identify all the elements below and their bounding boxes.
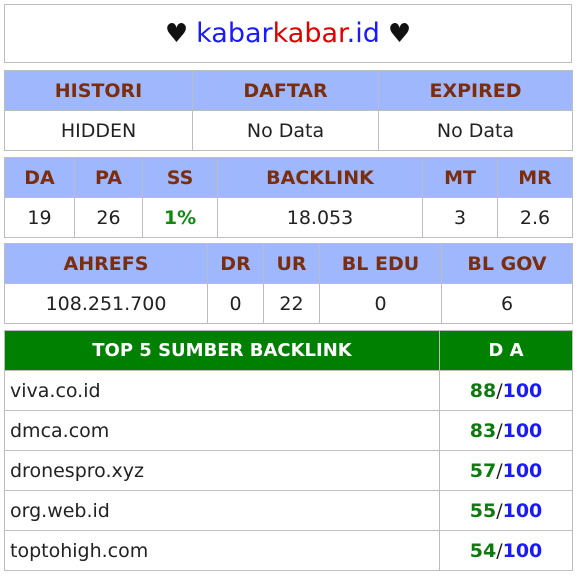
da-separator: / (496, 539, 503, 562)
top-backlinks-table: TOP 5 SUMBER BACKLINK D A viva.co.id 88/… (4, 330, 573, 571)
value-da: 19 (4, 197, 75, 238)
metrics-table: DA PA SS BACKLINK MT MR 19 26 1% 18.053 … (4, 157, 573, 238)
table-row: org.web.id 55/100 (4, 490, 573, 531)
header-pa: PA (74, 157, 143, 198)
value-expired: No Data (378, 110, 573, 151)
header-daftar: DAFTAR (192, 70, 379, 111)
value-ur: 22 (263, 283, 320, 324)
backlink-da: 54/100 (439, 530, 573, 571)
header-ur: UR (263, 243, 320, 284)
da-value: 54 (469, 539, 497, 562)
site-name-part-3: .id (346, 18, 380, 49)
header-bl-edu: BL EDU (319, 243, 442, 284)
da-max: 100 (502, 419, 543, 442)
value-bl-gov: 6 (441, 283, 573, 324)
value-backlink: 18.053 (217, 197, 423, 238)
backlink-domain: dmca.com (4, 410, 440, 451)
da-value: 83 (469, 419, 497, 442)
site-name-part-2: kabar (272, 18, 347, 49)
header-backlink: BACKLINK (217, 157, 423, 198)
da-value: 57 (469, 459, 497, 482)
value-daftar: No Data (192, 110, 379, 151)
value-mt: 3 (422, 197, 498, 238)
header-ss: SS (142, 157, 218, 198)
value-ahrefs: 108.251.700 (4, 283, 208, 324)
site-name-part-1: kabar (196, 18, 273, 49)
site-title-box: ♥ kabarkabar.id ♥ (4, 4, 572, 63)
header-expired: EXPIRED (378, 70, 573, 111)
backlink-da: 88/100 (439, 370, 573, 411)
table-row: dronespro.xyz 57/100 (4, 450, 573, 491)
da-separator: / (496, 419, 503, 442)
header-da: DA (4, 157, 75, 198)
backlink-da: 55/100 (439, 490, 573, 531)
backlink-domain: toptohigh.com (4, 530, 440, 571)
table-row: dmca.com 83/100 (4, 410, 573, 451)
value-pa: 26 (74, 197, 143, 238)
ahrefs-table: AHREFS DR UR BL EDU BL GOV 108.251.700 0… (4, 243, 573, 324)
heart-icon-right: ♥ (387, 18, 412, 49)
da-separator: / (496, 459, 503, 482)
backlink-domain: dronespro.xyz (4, 450, 440, 491)
backlink-domain: org.web.id (4, 490, 440, 531)
value-mr: 2.6 (497, 197, 573, 238)
value-bl-edu: 0 (319, 283, 442, 324)
backlink-da: 57/100 (439, 450, 573, 491)
header-mr: MR (497, 157, 573, 198)
backlink-domain: viva.co.id (4, 370, 440, 411)
header-mt: MT (422, 157, 498, 198)
da-separator: / (496, 499, 503, 522)
da-max: 100 (502, 459, 543, 482)
da-value: 55 (469, 499, 497, 522)
site-name: kabarkabar.id (196, 18, 380, 49)
da-value: 88 (469, 379, 497, 402)
da-max: 100 (502, 539, 543, 562)
value-ss: 1% (142, 197, 218, 238)
table-row: viva.co.id 88/100 (4, 370, 573, 411)
da-max: 100 (502, 499, 543, 522)
header-bl-gov: BL GOV (441, 243, 573, 284)
da-separator: / (496, 379, 503, 402)
header-dr: DR (207, 243, 264, 284)
header-ahrefs: AHREFS (4, 243, 208, 284)
heart-icon-left: ♥ (164, 18, 189, 49)
da-max: 100 (502, 379, 543, 402)
header-histori: HISTORI (4, 70, 193, 111)
backlink-da: 83/100 (439, 410, 573, 451)
value-dr: 0 (207, 283, 264, 324)
value-histori: HIDDEN (4, 110, 193, 151)
header-top-sources: TOP 5 SUMBER BACKLINK (4, 330, 440, 371)
table-row: toptohigh.com 54/100 (4, 530, 573, 571)
header-domain-authority: D A (439, 330, 573, 371)
domain-info-table: HISTORI DAFTAR EXPIRED HIDDEN No Data No… (4, 70, 573, 151)
